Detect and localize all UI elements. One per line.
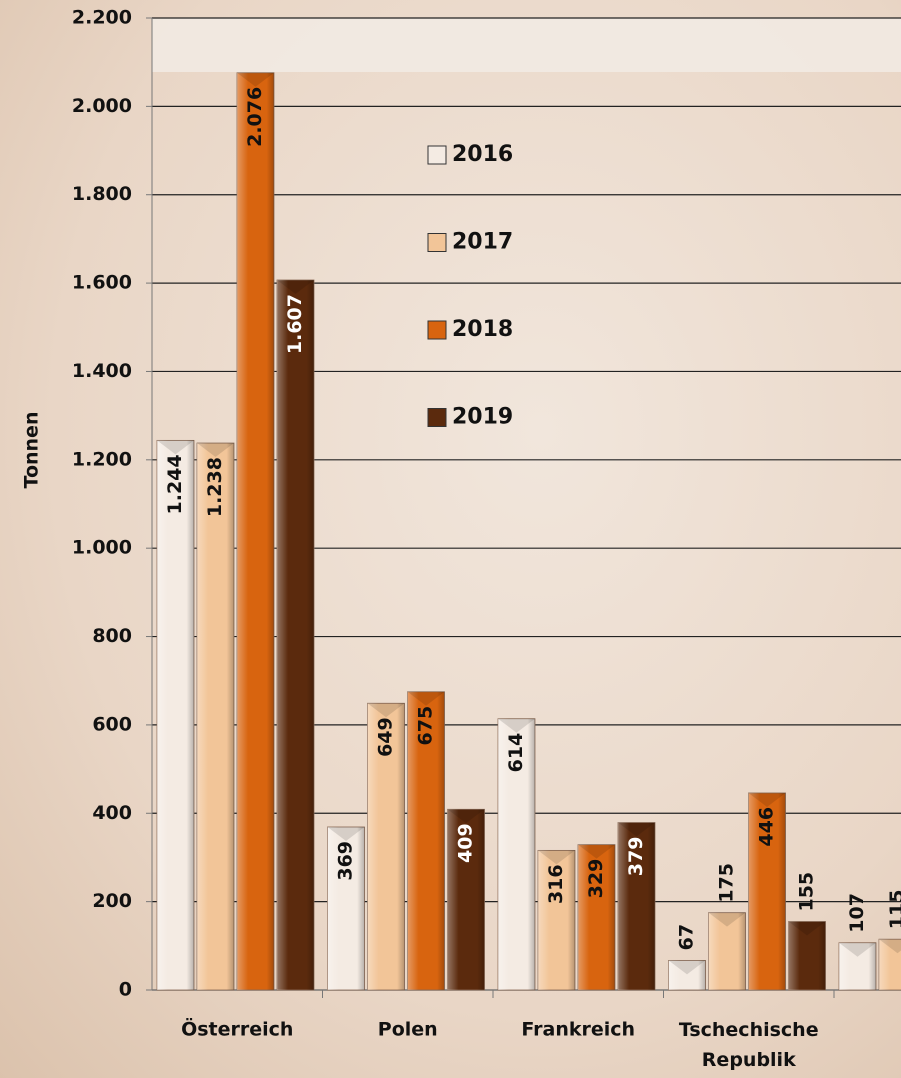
bar-shine xyxy=(277,279,314,990)
data-label: 67 xyxy=(676,924,698,950)
bar-shine xyxy=(498,718,535,990)
bar-shine xyxy=(327,826,365,990)
bar-shine xyxy=(839,942,876,990)
bar-cap xyxy=(618,822,655,837)
y-tick-label: 0 xyxy=(119,979,132,1001)
data-label: 155 xyxy=(796,872,818,912)
bar-shine xyxy=(538,850,575,990)
bar-cap xyxy=(708,912,746,927)
x-tick-label: Polen xyxy=(378,1019,438,1041)
bar-cap xyxy=(668,960,706,975)
data-label: 175 xyxy=(716,863,738,903)
data-label: 1.607 xyxy=(284,294,306,354)
y-tick-label: 800 xyxy=(92,625,132,647)
bar-shine xyxy=(578,844,615,990)
y-tick-label: 1.000 xyxy=(72,537,132,559)
bar-shine xyxy=(447,809,485,990)
y-tick-label: 1.200 xyxy=(72,448,132,470)
bar-shine xyxy=(879,939,901,990)
legend-label: 2016 xyxy=(452,142,513,167)
data-label: 2.076 xyxy=(244,87,266,147)
bar-cap xyxy=(447,809,485,824)
bar-shine xyxy=(748,792,786,990)
bar-cap xyxy=(367,703,405,718)
y-tick-label: 1.800 xyxy=(72,183,132,205)
bar-shine xyxy=(668,960,706,990)
y-tick-label: 200 xyxy=(92,890,132,912)
bar-cap xyxy=(788,921,826,936)
bar-shine xyxy=(157,440,194,990)
bar-cap xyxy=(748,792,786,807)
data-label: 369 xyxy=(335,841,357,881)
y-tick-label: 2.200 xyxy=(72,7,132,29)
legend-swatch xyxy=(427,145,447,165)
bar-shine xyxy=(237,72,274,990)
legend-swatch xyxy=(427,320,447,340)
x-tick-label: Tschechische Republik xyxy=(679,1019,819,1071)
data-label: 675 xyxy=(415,706,437,746)
bar-cap xyxy=(879,939,901,954)
bar-shine xyxy=(197,443,234,991)
bar-cap xyxy=(407,691,445,706)
data-label: 316 xyxy=(545,864,567,904)
bar-shine xyxy=(407,691,445,990)
data-label: 1.244 xyxy=(164,454,186,514)
bar-cap xyxy=(538,850,575,865)
data-label: 379 xyxy=(625,837,647,877)
y-tick-label: 1.400 xyxy=(72,360,132,382)
data-label: 649 xyxy=(375,717,397,757)
data-label: 115 xyxy=(886,890,901,930)
bar-cap xyxy=(277,279,314,294)
x-tick-label: Österreich xyxy=(181,1017,293,1041)
x-tick-label: Frankreich xyxy=(521,1019,635,1041)
data-label: 329 xyxy=(585,859,607,899)
bar-shine xyxy=(788,921,826,990)
y-tick-label: 600 xyxy=(92,713,132,735)
y-tick-label: 1.600 xyxy=(72,272,132,294)
bar-shine xyxy=(367,703,405,990)
legend-label: 2019 xyxy=(452,405,513,430)
bar-cap xyxy=(327,826,365,841)
y-tick-label: 2.000 xyxy=(72,95,132,117)
bar-cap xyxy=(197,443,234,458)
bar-cap xyxy=(578,844,615,859)
bar-shine xyxy=(618,822,655,990)
bar-cap xyxy=(237,72,274,87)
bar-cap xyxy=(498,718,535,733)
data-label: 107 xyxy=(846,893,868,933)
data-label: 409 xyxy=(455,823,477,863)
y-tick-label: 400 xyxy=(92,802,132,824)
data-label: 1.238 xyxy=(204,457,226,517)
legend-swatch xyxy=(427,233,447,252)
data-label: 446 xyxy=(756,807,778,847)
bar-cap xyxy=(157,440,194,455)
legend-label: 2017 xyxy=(452,230,513,255)
legend-label: 2018 xyxy=(452,317,513,342)
data-label: 614 xyxy=(505,733,527,773)
legend-swatch xyxy=(427,408,447,427)
top-band xyxy=(152,18,901,72)
bar-shine xyxy=(708,912,746,990)
bar-cap xyxy=(839,942,876,957)
y-axis-label: Tonnen xyxy=(21,412,43,489)
